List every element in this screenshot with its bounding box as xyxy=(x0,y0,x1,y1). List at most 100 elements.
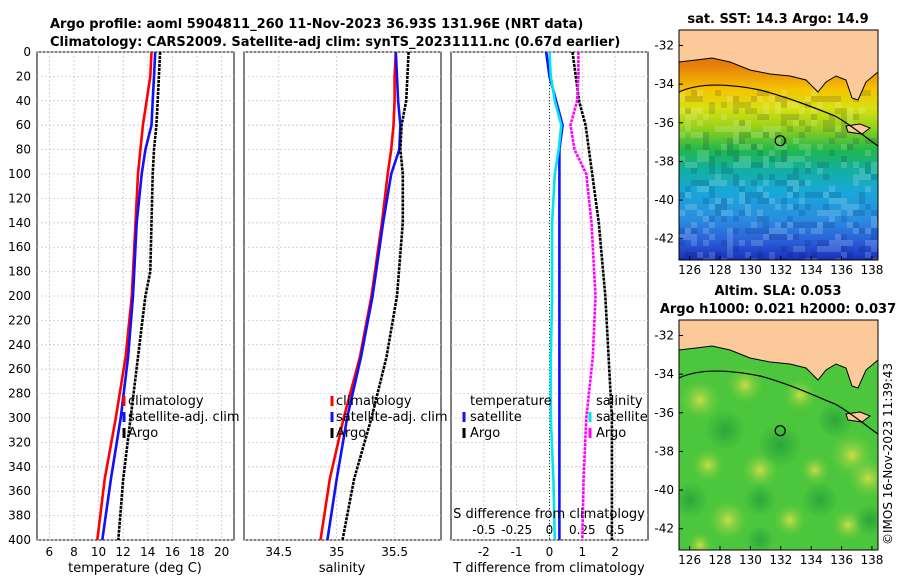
sst-pixel xyxy=(745,132,751,138)
sst-pixel xyxy=(757,132,763,138)
lat-tick-label: -34 xyxy=(654,77,674,91)
sst-pixel xyxy=(703,240,709,246)
sst-pixel xyxy=(811,108,817,114)
sst-pixel xyxy=(763,90,769,96)
sst-pixel xyxy=(703,228,709,234)
sst-pixel xyxy=(799,222,805,228)
sst-pixel xyxy=(799,120,805,126)
sst-pixel xyxy=(829,126,835,132)
sst-pixel xyxy=(709,216,715,222)
lat-tick-label: -40 xyxy=(654,193,674,207)
x-tick-label: -1 xyxy=(511,545,523,559)
sst-pixel xyxy=(865,258,871,260)
sst-pixel xyxy=(691,252,697,258)
lon-tick-label: 134 xyxy=(800,263,823,277)
sla-anomaly-patch xyxy=(679,482,708,518)
sst-pixel xyxy=(745,252,751,258)
sla-map-frame xyxy=(678,319,879,551)
sst-pixel xyxy=(781,198,787,204)
sst-pixel xyxy=(823,126,829,132)
legend-s-satellite-label: satellite xyxy=(596,410,648,425)
depth-tick-label: 220 xyxy=(8,313,31,327)
sst-pixel xyxy=(697,120,703,126)
sla-map-title: Altim. SLA: 0.053 xyxy=(715,284,842,299)
sst-pixel xyxy=(871,210,877,216)
temperature-argo-line xyxy=(117,51,162,541)
sst-pixel xyxy=(745,126,751,132)
sst-pixel xyxy=(745,210,751,216)
s-difference-label: S difference from climatology xyxy=(453,507,645,522)
sst-pixel xyxy=(805,258,811,260)
sst-pixel xyxy=(781,162,787,168)
sst-pixel xyxy=(721,240,727,246)
sst-pixel xyxy=(781,180,787,186)
sst-pixel xyxy=(775,108,781,114)
sst-pixel xyxy=(703,198,709,204)
sst-pixel xyxy=(787,192,793,198)
sst-pixel xyxy=(757,162,763,168)
sst-pixel xyxy=(745,108,751,114)
x-tick-label: 18 xyxy=(189,545,204,559)
sst-pixel xyxy=(787,156,793,162)
sst-pixel xyxy=(817,192,823,198)
sst-pixel xyxy=(799,252,805,258)
sst-pixel xyxy=(853,174,859,180)
depth-tick-label: 380 xyxy=(8,509,31,523)
lat-tick-label: -32 xyxy=(654,38,674,52)
sla-map xyxy=(679,320,878,550)
sst-pixel xyxy=(835,126,841,132)
sst-pixel xyxy=(751,144,757,150)
sst-pixel xyxy=(763,102,769,108)
sst-coastline xyxy=(679,30,878,101)
lat-tick-label: -40 xyxy=(654,483,674,497)
sst-pixel xyxy=(787,216,793,222)
sst-pixel xyxy=(823,246,829,252)
sla-anomaly-patch xyxy=(817,402,853,438)
sst-pixel xyxy=(781,138,787,144)
sst-pixel xyxy=(691,162,697,168)
sst-pixel xyxy=(703,132,709,138)
sst-pixel xyxy=(841,126,847,132)
sst-pixel xyxy=(751,240,757,246)
sst-pixel xyxy=(811,258,817,260)
lon-tick-label: 138 xyxy=(860,263,883,277)
sst-pixel xyxy=(775,204,781,210)
sst-pixel xyxy=(769,126,775,132)
sst-pixel xyxy=(727,138,733,144)
sst-pixel xyxy=(757,210,763,216)
sst-pixel xyxy=(823,96,829,102)
x-tick-label: 35 xyxy=(329,545,344,559)
x-tick-label: 10 xyxy=(91,545,106,559)
sst-pixel xyxy=(793,186,799,192)
lon-tick-label: 134 xyxy=(800,553,823,567)
s-difference-tick-label: -0.5 xyxy=(472,523,495,537)
sst-pixel xyxy=(703,138,709,144)
depth-tick-label: 280 xyxy=(8,387,31,401)
lat-tick-label: -42 xyxy=(654,522,674,536)
sst-pixel xyxy=(763,132,769,138)
sst-pixel xyxy=(847,258,853,260)
sst-pixel xyxy=(817,210,823,216)
sst-pixel xyxy=(805,150,811,156)
sst-pixel xyxy=(781,120,787,126)
sst-shelf-contour xyxy=(679,84,878,147)
lon-tick-label: 130 xyxy=(739,553,762,567)
sst-pixel xyxy=(697,180,703,186)
sst-pixel xyxy=(841,246,847,252)
sst-pixel xyxy=(721,210,727,216)
sst-pixel xyxy=(787,162,793,168)
sst-pixel xyxy=(811,96,817,102)
sst-pixel xyxy=(715,198,721,204)
sst-pixel xyxy=(739,120,745,126)
x-tick-label: 16 xyxy=(165,545,180,559)
sst-pixel xyxy=(793,156,799,162)
sst-pixel xyxy=(709,108,715,114)
sst-pixel xyxy=(709,180,715,186)
sla-anomaly-patch xyxy=(686,531,714,550)
sst-pixel xyxy=(703,150,709,156)
legend-salinity-heading: salinity xyxy=(596,394,643,409)
sst-pixel xyxy=(751,108,757,114)
sst-pixel xyxy=(691,228,697,234)
sst-pixel xyxy=(817,228,823,234)
